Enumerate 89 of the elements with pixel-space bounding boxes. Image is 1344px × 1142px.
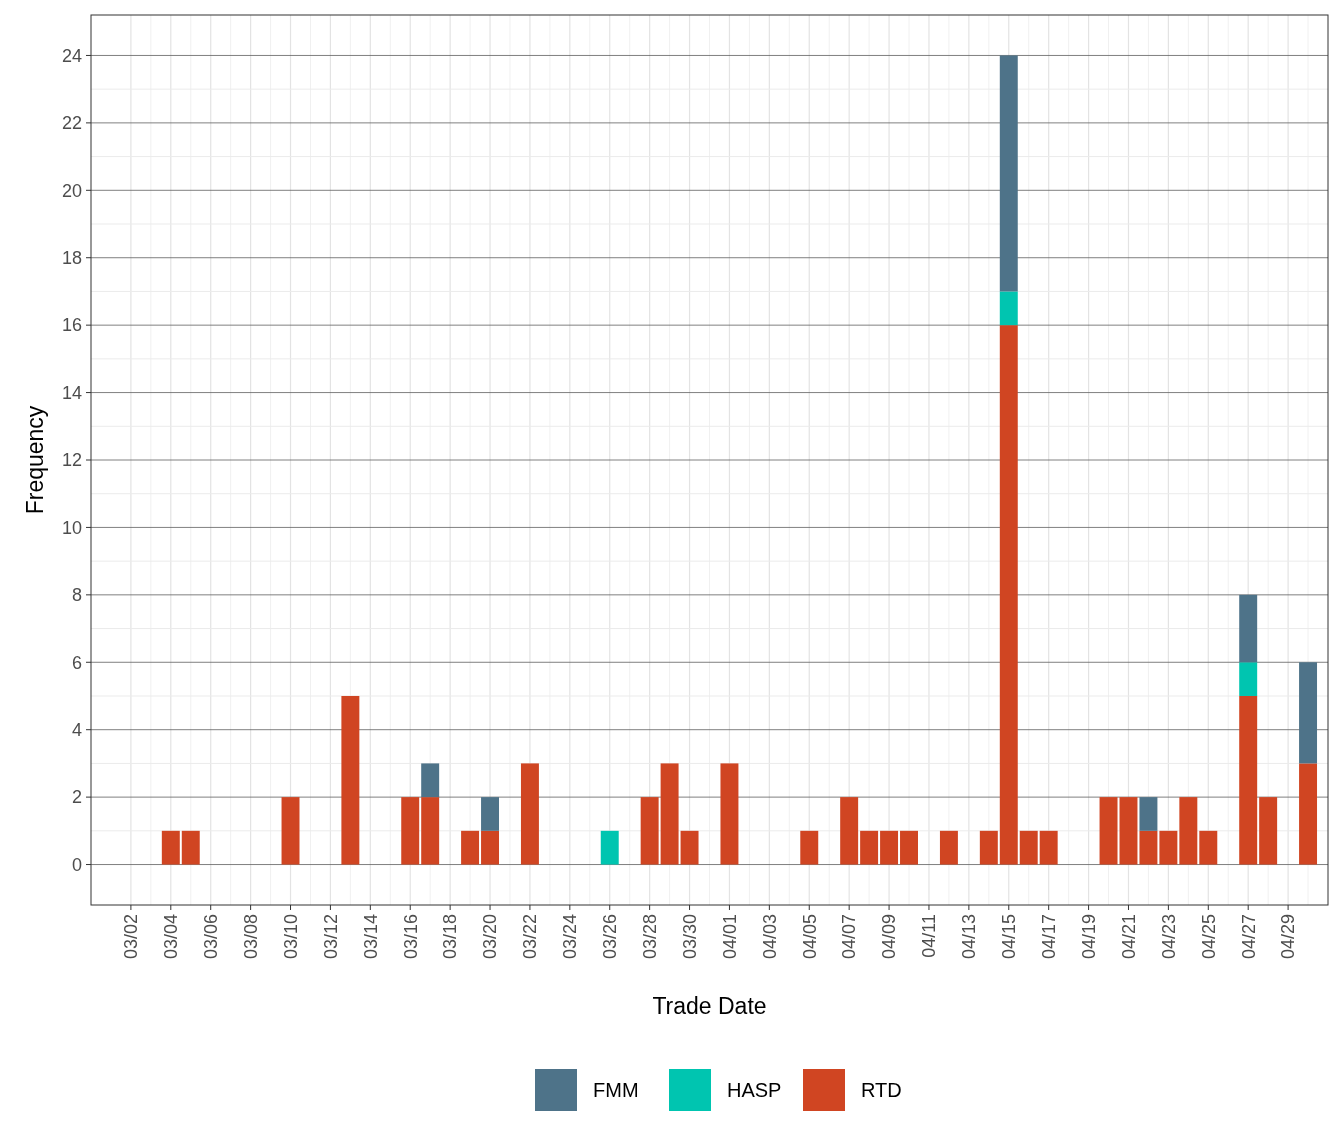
- bar: [860, 830, 879, 865]
- bar: [401, 797, 420, 865]
- bar: [1239, 594, 1258, 663]
- bar: [1119, 797, 1138, 865]
- x-tick-label: 04/17: [1038, 914, 1059, 960]
- bar: [1039, 830, 1058, 865]
- bar: [1299, 763, 1318, 865]
- x-tick-label: 03/10: [280, 914, 301, 960]
- x-tick-label: 04/09: [879, 914, 900, 960]
- y-tick-label: 6: [71, 652, 82, 673]
- x-tick-label: 04/01: [719, 914, 740, 960]
- bar: [999, 55, 1018, 292]
- bar: [1179, 797, 1198, 865]
- bar: [1199, 830, 1218, 865]
- x-tick-label: 04/07: [839, 914, 860, 960]
- x-tick-label: 03/06: [201, 914, 222, 960]
- bar: [979, 830, 998, 865]
- bar: [660, 763, 679, 865]
- bar: [939, 830, 958, 865]
- bar: [999, 325, 1018, 865]
- x-tick-label: 03/02: [121, 914, 142, 960]
- x-tick-label: 04/27: [1238, 914, 1259, 960]
- x-tick-label: 03/20: [480, 914, 501, 960]
- x-tick-label: 03/18: [440, 914, 461, 960]
- x-tick-label: 04/05: [799, 914, 820, 960]
- bar: [421, 763, 440, 798]
- bar: [181, 830, 200, 865]
- x-tick-label: 04/21: [1118, 914, 1139, 960]
- bar: [481, 797, 500, 831]
- bar: [1139, 830, 1158, 865]
- x-tick-label: 04/25: [1198, 914, 1219, 960]
- legend-label: HASP: [727, 1079, 782, 1101]
- bar: [1099, 797, 1118, 865]
- x-tick-label: 04/23: [1158, 914, 1179, 960]
- y-tick-label: 20: [61, 180, 82, 201]
- bar: [640, 797, 659, 865]
- bar: [1239, 695, 1258, 865]
- legend-label: RTD: [861, 1079, 902, 1101]
- x-tick-label: 03/26: [600, 914, 621, 960]
- y-tick-label: 10: [61, 517, 82, 538]
- bar: [461, 830, 480, 865]
- x-tick-label: 04/13: [959, 914, 980, 960]
- y-tick-label: 14: [61, 382, 82, 403]
- x-tick-label: 04/11: [919, 914, 940, 958]
- bar: [1139, 797, 1158, 831]
- bar: [481, 830, 500, 865]
- bar: [1299, 662, 1318, 764]
- x-tick-label: 04/15: [999, 914, 1020, 960]
- bar: [161, 830, 180, 865]
- x-tick-label: 03/14: [360, 914, 381, 960]
- bar: [880, 830, 899, 865]
- y-axis-title: Frequency: [22, 405, 48, 515]
- x-tick-label: 03/16: [400, 914, 421, 960]
- x-tick-label: 03/28: [639, 914, 660, 960]
- legend-label: FMM: [593, 1079, 639, 1101]
- bar: [1159, 830, 1178, 865]
- y-tick-label: 24: [61, 45, 82, 66]
- x-tick-label: 03/08: [240, 914, 261, 960]
- y-tick-label: 4: [71, 720, 82, 740]
- bar: [800, 830, 819, 865]
- y-tick-label: 16: [61, 315, 82, 336]
- x-axis-title: Trade Date: [652, 993, 767, 1019]
- y-tick-label: 18: [61, 248, 82, 269]
- x-tick-label: 04/29: [1278, 914, 1299, 960]
- bar: [281, 797, 300, 865]
- bar: [520, 763, 539, 865]
- bar: [341, 695, 360, 865]
- bar: [1019, 830, 1038, 865]
- bar: [720, 763, 739, 865]
- x-tick-label: 03/22: [520, 914, 541, 960]
- y-tick-label: 0: [71, 854, 82, 875]
- x-tick-label: 04/03: [759, 914, 780, 960]
- bar: [840, 797, 859, 865]
- bar: [1239, 662, 1258, 696]
- bar: [1259, 797, 1278, 865]
- x-tick-label: 03/24: [560, 914, 581, 960]
- x-tick-label: 03/12: [320, 914, 341, 960]
- x-tick-label: 03/30: [679, 914, 700, 960]
- x-tick-label: 03/04: [161, 914, 182, 960]
- bar: [900, 830, 918, 865]
- y-tick-label: 12: [61, 450, 82, 471]
- y-tick-label: 22: [61, 113, 82, 134]
- y-tick-label: 8: [71, 585, 82, 606]
- bar: [421, 797, 440, 865]
- x-tick-label: 04/19: [1078, 914, 1099, 960]
- bar: [999, 291, 1018, 326]
- bar: [600, 830, 619, 865]
- y-tick-label: 2: [71, 787, 82, 808]
- bar: [680, 830, 699, 865]
